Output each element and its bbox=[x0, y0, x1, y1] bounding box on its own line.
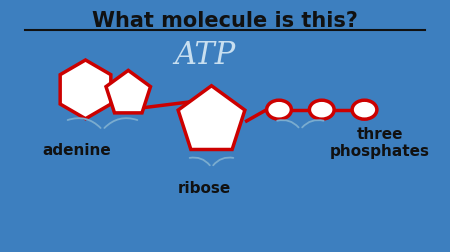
Text: three
phosphates: three phosphates bbox=[330, 127, 430, 159]
Polygon shape bbox=[178, 86, 245, 150]
Ellipse shape bbox=[266, 101, 292, 120]
Text: What molecule is this?: What molecule is this? bbox=[92, 11, 358, 31]
Ellipse shape bbox=[352, 101, 377, 120]
Polygon shape bbox=[60, 61, 111, 119]
Text: adenine: adenine bbox=[42, 143, 111, 158]
Ellipse shape bbox=[310, 101, 334, 120]
Text: ATP: ATP bbox=[174, 40, 235, 71]
Polygon shape bbox=[106, 71, 150, 113]
Text: ribose: ribose bbox=[178, 180, 231, 195]
